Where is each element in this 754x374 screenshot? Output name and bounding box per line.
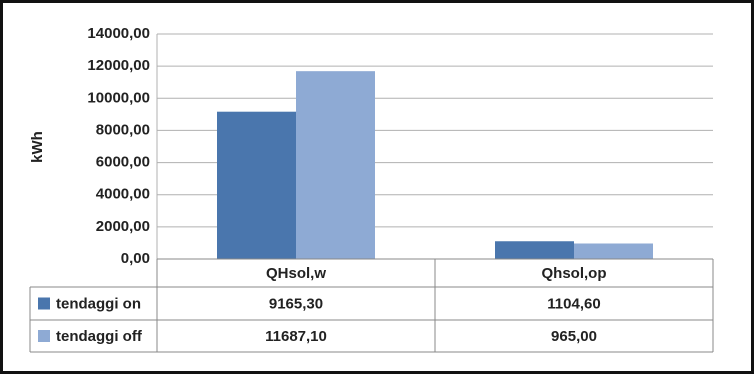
bar	[217, 111, 296, 260]
table-value: 1104,60	[547, 295, 600, 312]
y-tick-label: 10000,00	[87, 89, 150, 106]
bar	[574, 243, 653, 259]
x-tick-label: QHsol,w	[266, 265, 326, 282]
legend-label: tendaggi on	[56, 295, 141, 312]
bar	[296, 71, 375, 260]
table-value: 11687,10	[265, 328, 327, 345]
y-tick-label: 6000,00	[96, 154, 150, 171]
y-tick-label: 4000,00	[96, 186, 150, 203]
legend-swatch	[38, 330, 50, 342]
table-value: 965,00	[551, 328, 597, 345]
legend-swatch	[38, 297, 50, 310]
y-tick-label: 12000,00	[87, 57, 150, 74]
y-tick-label: 0,00	[121, 250, 150, 267]
y-tick-label: 14000,00	[87, 25, 150, 42]
bar	[495, 241, 574, 259]
y-tick-label: 2000,00	[96, 218, 150, 235]
y-axis-label: kWh	[29, 131, 46, 163]
x-tick-label: Qhsol,op	[542, 265, 607, 282]
y-tick-label: 8000,00	[96, 121, 150, 138]
table-value: 9165,30	[269, 295, 323, 312]
legend-label: tendaggi off	[56, 328, 143, 345]
